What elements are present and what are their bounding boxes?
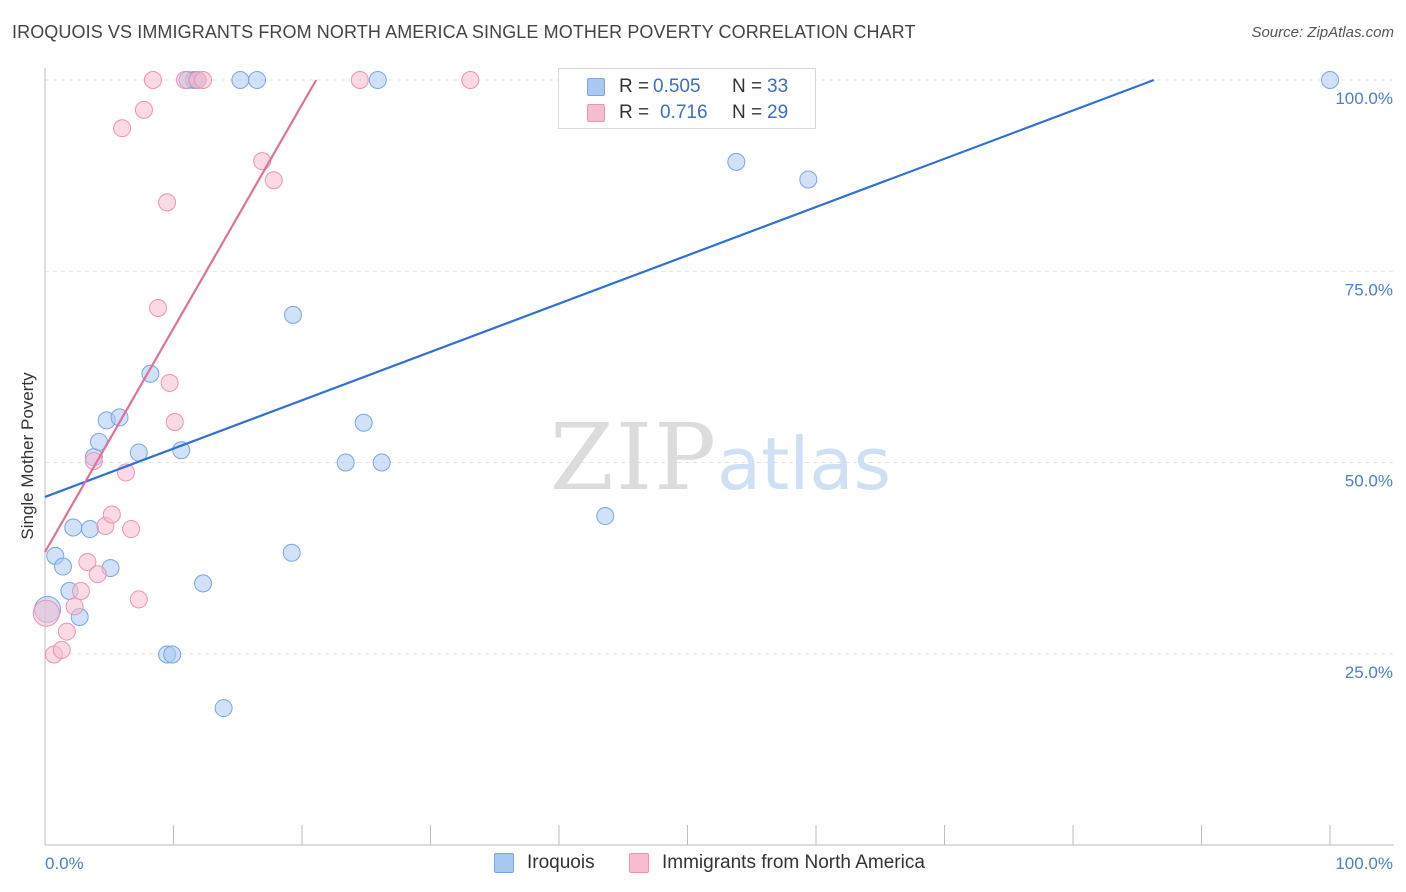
correlation-legend: R = 0.505 N = 33 R = 0.716 N = 29 <box>558 68 816 129</box>
iroquois-point <box>727 152 746 171</box>
immigrants-point <box>122 520 141 539</box>
immigrants-point <box>84 451 103 470</box>
y-tick-label: 50.0% <box>1345 472 1393 491</box>
immigrants-point <box>65 597 84 616</box>
legend-swatch-iroquois <box>494 853 514 873</box>
immigrants-point <box>194 71 213 89</box>
legend-swatch-iroquois <box>587 78 605 96</box>
iroquois-point <box>354 413 373 432</box>
legend-swatch-immigrants <box>629 853 649 873</box>
immigrants-point <box>160 373 179 392</box>
immigrants-point <box>113 119 132 138</box>
iroquois-point <box>336 453 355 472</box>
immigrants-point <box>32 599 60 627</box>
x-tick-labels: 0.0% 100.0% <box>45 854 1393 873</box>
immigrants-point <box>129 590 148 609</box>
iroquois-trend-line <box>44 78 1155 498</box>
y-tick-labels: 25.0% 50.0% 75.0% 100.0% <box>1335 89 1393 682</box>
legend-r-value: 0.716 <box>660 102 708 123</box>
axes <box>44 68 1394 846</box>
grid-lines <box>45 79 1394 655</box>
iroquois-point <box>596 507 615 526</box>
legend-label-iroquois: Iroquois <box>527 852 595 873</box>
immigrants-point <box>78 552 97 571</box>
immigrants-point <box>461 71 480 89</box>
immigrants-point <box>158 193 177 212</box>
source-label: Source: ZipAtlas.com <box>1251 24 1394 41</box>
immigrants-trend-line <box>44 79 318 553</box>
legend-r-label: R = <box>619 102 650 123</box>
iroquois-point <box>368 71 387 89</box>
immigrants-point <box>143 71 162 89</box>
immigrants-point <box>165 412 184 431</box>
immigrants-point <box>149 298 168 317</box>
legend-n-label: N = <box>732 102 763 123</box>
iroquois-point <box>248 71 267 89</box>
iroquois-point <box>372 453 391 472</box>
watermark: ZIP atlas <box>550 404 891 511</box>
immigrants-point <box>71 582 90 601</box>
iroquois-point <box>163 645 182 664</box>
immigrants-point <box>264 171 283 190</box>
legend-r-value: 0.505 <box>653 76 701 97</box>
iroquois-point <box>172 441 191 460</box>
watermark-zip: ZIP <box>550 404 718 511</box>
iroquois-point <box>799 170 818 189</box>
legend-n-value: 33 <box>767 76 789 97</box>
watermark-atlas: atlas <box>717 422 891 506</box>
trend-lines <box>44 78 1155 553</box>
y-tick-label: 100.0% <box>1335 89 1393 108</box>
immigrants-point <box>253 152 272 171</box>
iroquois-point <box>1321 71 1339 89</box>
legend-r-label: R = <box>619 76 650 97</box>
y-tick-label: 25.0% <box>1345 663 1393 682</box>
chart-title: IROQUOIS VS IMMIGRANTS FROM NORTH AMERIC… <box>12 22 916 42</box>
iroquois-point <box>284 305 303 324</box>
iroquois-point <box>231 71 250 89</box>
iroquois-point <box>194 574 213 593</box>
immigrants-point <box>52 640 71 659</box>
immigrants-point <box>134 100 153 119</box>
y-axis-label: Single Mother Poverty <box>18 372 37 540</box>
immigrants-point <box>88 565 107 584</box>
legend-n-label: N = <box>732 76 763 97</box>
iroquois-point <box>214 699 233 718</box>
iroquois-point <box>80 520 99 539</box>
legend-swatch-immigrants <box>587 104 605 122</box>
iroquois-point <box>64 518 83 537</box>
data-points <box>32 71 1339 718</box>
y-tick-label: 75.0% <box>1345 280 1393 299</box>
x-tick-label: 100.0% <box>1335 854 1393 873</box>
iroquois-point <box>282 543 301 562</box>
immigrants-point <box>102 505 121 524</box>
iroquois-point <box>53 557 72 576</box>
x-tick-label: 0.0% <box>45 854 84 873</box>
legend-label-immigrants: Immigrants from North America <box>662 852 925 873</box>
legend-n-value: 29 <box>767 102 789 123</box>
immigrants-point <box>350 71 369 89</box>
immigrants-point <box>57 622 76 641</box>
